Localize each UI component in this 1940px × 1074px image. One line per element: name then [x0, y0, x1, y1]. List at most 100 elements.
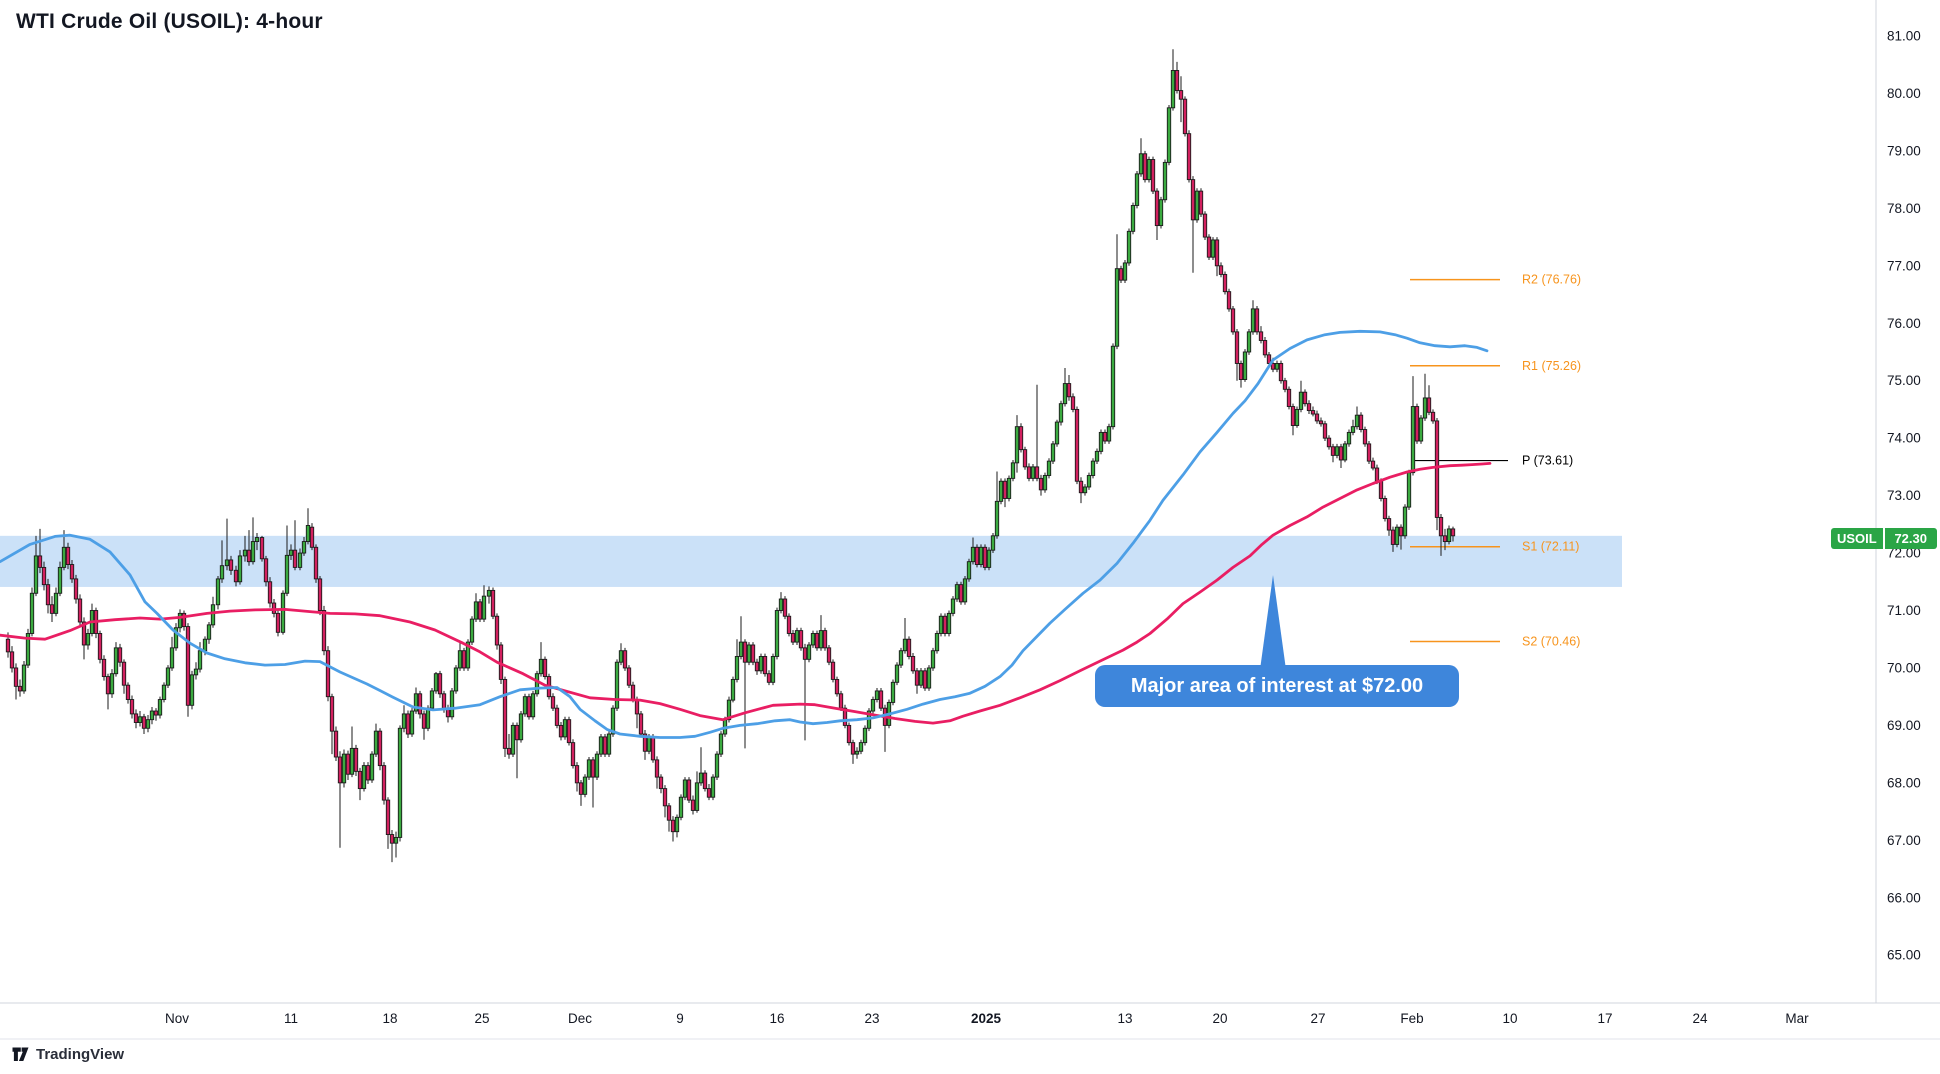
candle-up [806, 644, 812, 660]
candle-down [502, 678, 508, 749]
candle-up [284, 554, 290, 594]
candle-down [313, 546, 319, 580]
candle-down [133, 713, 139, 723]
candle-down [1102, 431, 1108, 442]
candle-down [1370, 460, 1376, 469]
candle-down [1222, 273, 1228, 293]
price-tick-label: 76.00 [1887, 316, 1921, 331]
candle-up [1242, 351, 1248, 381]
candle-down [750, 644, 756, 663]
candle-down [1314, 413, 1320, 422]
candle-down [846, 724, 852, 744]
candle-up [610, 707, 616, 735]
candle-down [49, 604, 55, 614]
last-price-badge: USOIL 72.30 [1831, 528, 1937, 549]
candle-up [1062, 383, 1068, 405]
candle-down [574, 765, 580, 784]
price-tick-label: 72.00 [1887, 546, 1921, 561]
time-scale[interactable]: Nov 11 18 25 Dec 9 16 23 2025 13 20 27 Feb 10 17 24 Mar [165, 1011, 1809, 1026]
candle-up [870, 699, 876, 712]
pivot-label-s2: S2 (70.46) [1522, 635, 1580, 649]
candle-down [706, 788, 712, 798]
candle-up [85, 633, 91, 646]
candle-up [369, 753, 375, 781]
candle-up [1006, 477, 1012, 499]
candle-up [1246, 331, 1252, 353]
candle-up [950, 598, 956, 614]
price-tick-label: 65.00 [1887, 948, 1921, 963]
candle-up [33, 555, 39, 594]
candle-up [1194, 190, 1200, 221]
candle-down [353, 747, 359, 772]
candle-up [874, 690, 880, 700]
candle-down [690, 799, 696, 811]
candle-down [1286, 388, 1292, 408]
candle-up [280, 592, 286, 633]
candle-up [1166, 107, 1172, 163]
candle-up [1146, 159, 1152, 181]
page-title: WTI Crude Oil (USOIL): 4-hour [16, 10, 323, 33]
candle-up [413, 693, 419, 712]
candle-up [1250, 308, 1256, 333]
candle-down [1266, 354, 1272, 364]
candle-up [305, 525, 311, 543]
candle-down [117, 647, 123, 663]
candle-down [228, 559, 234, 571]
candle-up [678, 796, 684, 818]
candle-up [730, 678, 736, 701]
time-tick-label: Dec [568, 1011, 592, 1026]
candle-down [542, 658, 548, 678]
candle-down [141, 716, 147, 729]
candle-up [21, 664, 27, 692]
candle-up [1046, 460, 1052, 476]
candle-down [461, 650, 467, 669]
candle-up [486, 589, 492, 597]
candle-down [345, 753, 351, 775]
candle-up [1086, 475, 1092, 488]
candle-down [590, 759, 596, 778]
candle-down [105, 676, 111, 695]
time-tick-label: 27 [1310, 1011, 1325, 1026]
candle-down [754, 661, 760, 672]
time-tick-label: 17 [1597, 1011, 1612, 1026]
candle-down [790, 633, 796, 643]
candle-up [1162, 161, 1168, 201]
annotation-callout[interactable]: Major area of interest at $72.00 [1095, 665, 1459, 707]
candle-up [1138, 153, 1144, 175]
candle-down [842, 707, 848, 726]
candle-up [714, 753, 720, 778]
candle-up [990, 535, 996, 551]
candle-up [1050, 443, 1056, 462]
candle-down [185, 626, 191, 706]
time-tick-label: 10 [1502, 1011, 1517, 1026]
price-scale[interactable]: 81.00 80.00 79.00 78.00 77.00 76.00 75.00 74.00… [1887, 29, 1921, 963]
candle-up [1394, 526, 1400, 545]
candle-down [1150, 159, 1156, 192]
time-tick-label: Feb [1400, 1011, 1423, 1026]
candle-down [1190, 179, 1196, 221]
symbol-label: USOIL [1831, 528, 1883, 549]
candle-down [922, 670, 928, 689]
pivot-label-r1: R1 (75.26) [1522, 359, 1581, 373]
candle-down [292, 549, 298, 568]
candle-up [674, 816, 680, 833]
candle-up [1346, 431, 1352, 445]
candle-up [586, 759, 592, 778]
candle-up [818, 630, 824, 649]
tradingview-attribution[interactable]: TradingView [12, 1046, 124, 1063]
candle-up [954, 584, 960, 600]
candle-up [1354, 414, 1360, 428]
candle-up [614, 661, 620, 709]
candle-up [710, 776, 716, 798]
pivot-label-r2: R2 (76.76) [1522, 273, 1581, 287]
candle-up [1130, 205, 1136, 232]
candle-up [453, 667, 459, 692]
candle-up [1274, 363, 1280, 370]
interest-zone-rect[interactable] [0, 535, 1622, 587]
candle-down [321, 610, 327, 652]
candle-up [1082, 486, 1088, 494]
candle-up [1210, 239, 1216, 258]
candle-down [181, 612, 187, 628]
candle-down [477, 601, 483, 620]
